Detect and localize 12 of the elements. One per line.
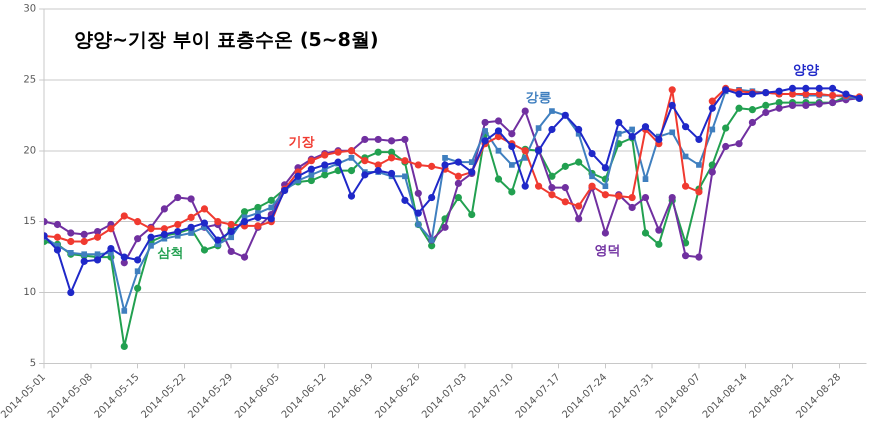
- y-tick-label: 5: [30, 358, 36, 370]
- series-label: 삼척: [157, 246, 184, 262]
- y-tick-label: 15: [23, 216, 36, 228]
- y-tick-label: 25: [23, 74, 36, 86]
- series-label: 양양: [792, 62, 819, 78]
- series-label: 영덕: [594, 243, 620, 258]
- series-label: 기장: [288, 135, 314, 150]
- text: 양양~기장 부이 표층수온 (5~8월): [74, 28, 379, 51]
- y-tick-label: 20: [23, 145, 36, 156]
- y-tick-label: 30: [23, 4, 36, 15]
- y-tick-label: 10: [23, 287, 36, 298]
- series-label: 강릉: [526, 90, 552, 106]
